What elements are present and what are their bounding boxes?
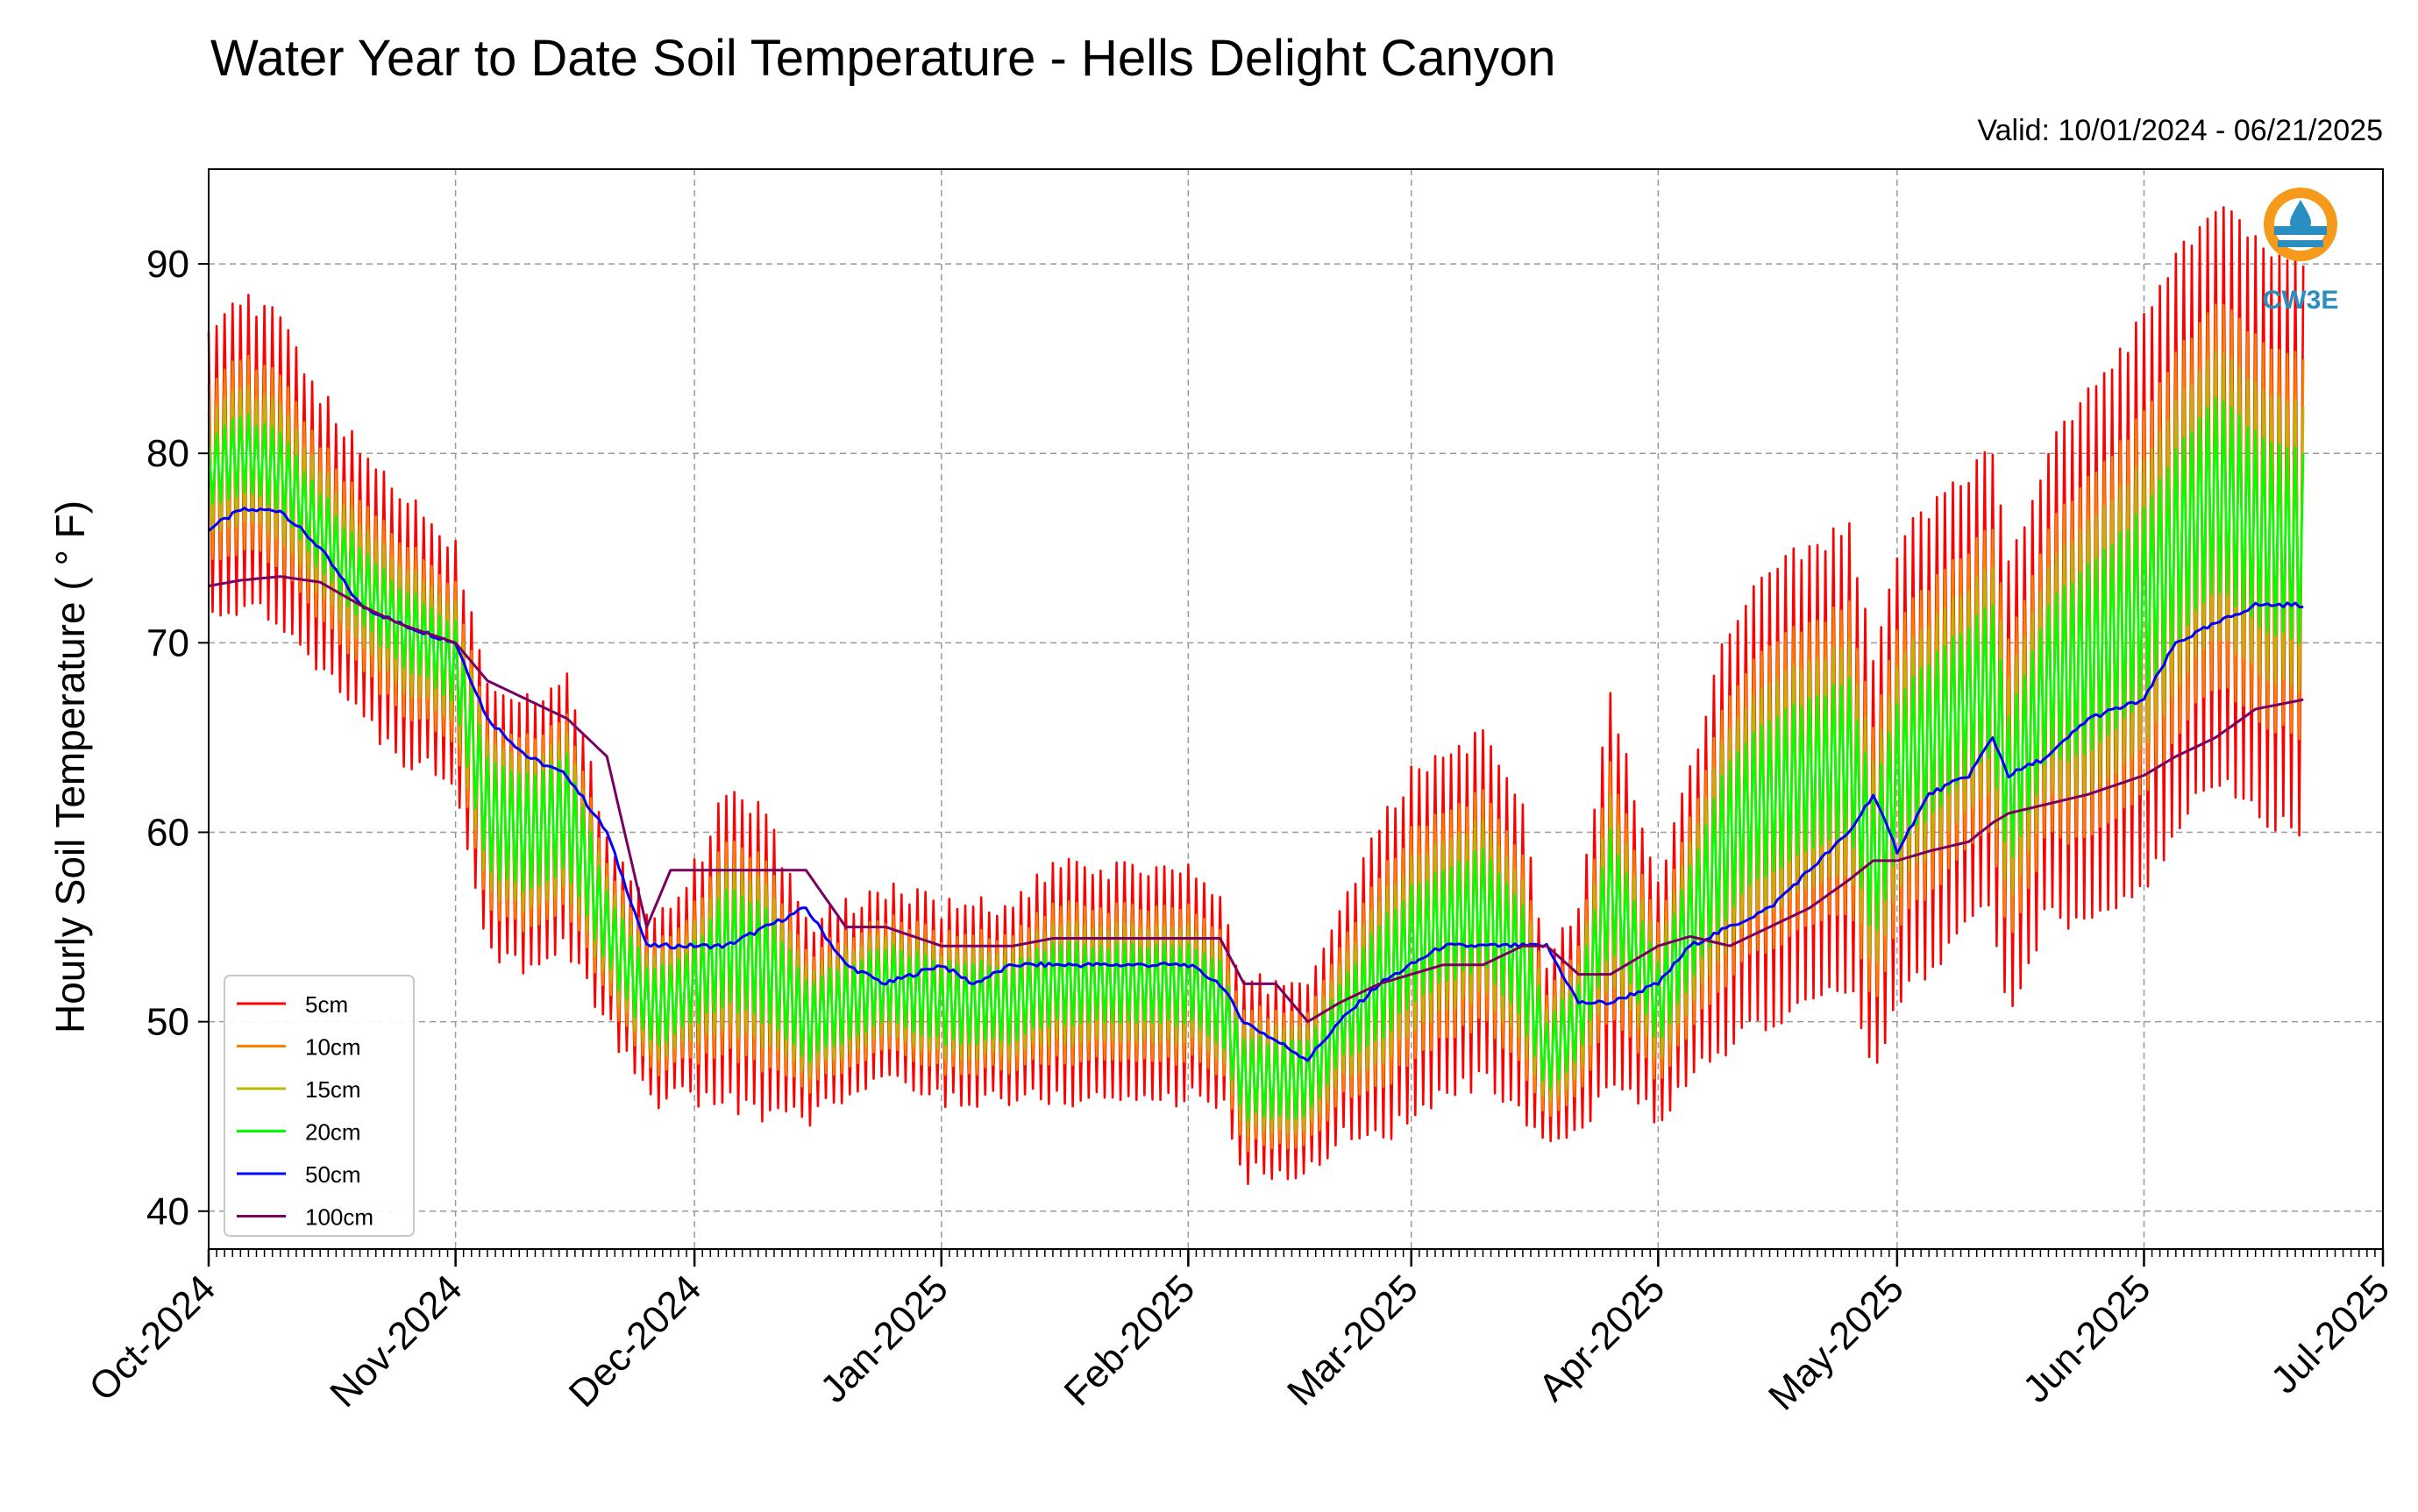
x-tick-label: Dec-2024 [561, 1267, 710, 1416]
y-tick-label: 70 [146, 621, 189, 664]
cw3e-logo-wave-icon-2 [2278, 240, 2323, 247]
legend-label-100cm: 100cm [305, 1204, 373, 1231]
x-tick-label: Nov-2024 [322, 1267, 471, 1416]
legend-label-50cm: 50cm [305, 1161, 361, 1188]
x-tick-label: Jan-2025 [812, 1267, 956, 1410]
x-tick-label: Jun-2025 [2015, 1267, 2158, 1410]
y-tick-label: 60 [146, 811, 189, 854]
x-tick-label: Oct-2024 [81, 1267, 224, 1409]
y-tick-label: 80 [146, 432, 189, 475]
series-line-20cm [207, 397, 2305, 1122]
x-tick-label: May-2025 [1760, 1267, 1912, 1418]
y-tick-label: 50 [146, 1001, 189, 1044]
axes: 40 50 60 70 80 90 Oct-2024 Nov-2024 Dec-2024 Jan-… [81, 243, 2398, 1418]
plot-frame [208, 168, 2384, 1250]
chart-title: Water Year to Date Soil Temperature - He… [210, 30, 1556, 87]
legend-label-15cm: 15cm [305, 1076, 361, 1103]
x-tick-label: Mar-2025 [1279, 1267, 1426, 1414]
cw3e-logo-drop-icon [2290, 200, 2311, 233]
cw3e-logo: CW3E [2263, 188, 2339, 315]
y-axis-label: Hourly Soil Temperature ( ° F) [47, 500, 93, 1033]
series-line-100cm [208, 575, 2304, 1024]
x-tick-label: Feb-2025 [1056, 1267, 1204, 1414]
legend-label-10cm: 10cm [305, 1034, 361, 1061]
x-tick-label: Jul-2025 [2263, 1267, 2398, 1402]
plot-series [207, 206, 2305, 1185]
series-line-50cm [208, 507, 2304, 1062]
cw3e-logo-text: CW3E [2263, 286, 2339, 315]
legend: 5cm 10cm 15cm 20cm 50cm 100cm [224, 975, 415, 1237]
legend-label-20cm: 20cm [305, 1119, 361, 1146]
series-line-5cm [207, 206, 2305, 1185]
legend-label-5cm: 5cm [305, 991, 348, 1018]
legend-box [224, 975, 415, 1237]
chart-subtitle: Valid: 10/01/2024 - 06/21/2025 [1977, 114, 2383, 147]
y-tick-label: 90 [146, 243, 189, 286]
y-tick-label: 40 [146, 1190, 189, 1233]
x-tick-label: Apr-2025 [1531, 1267, 1674, 1409]
